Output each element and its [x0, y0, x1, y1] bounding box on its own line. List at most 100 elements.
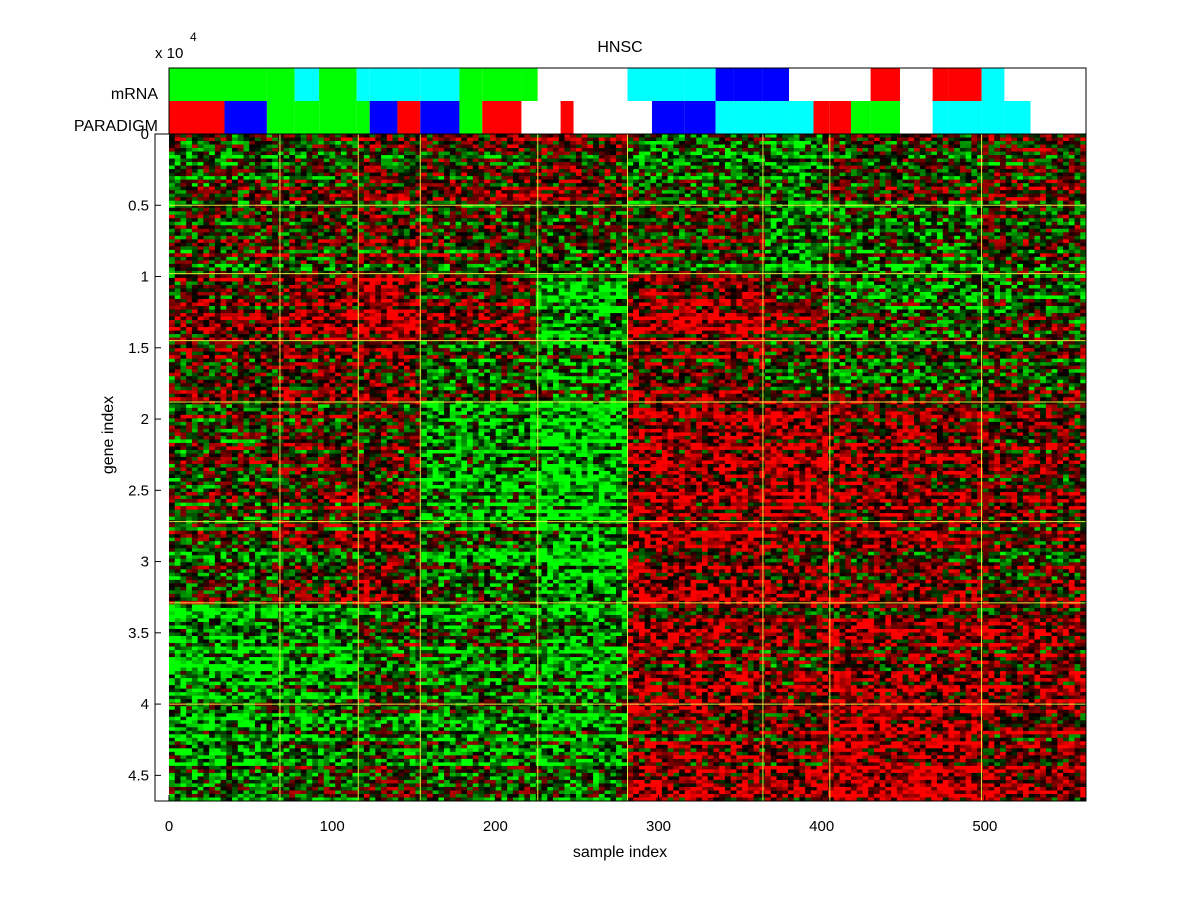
- heatmap-cell: [1022, 134, 1029, 138]
- heatmap-cell: [232, 183, 239, 187]
- heatmap-cell: [535, 151, 542, 156]
- heatmap-cell: [295, 172, 302, 177]
- heatmap-cell: [449, 144, 456, 149]
- heatmap-cell: [661, 214, 668, 219]
- heatmap-cell: [994, 186, 1001, 191]
- heatmap-cell: [541, 214, 548, 219]
- heatmap-cell: [1080, 155, 1087, 159]
- heatmap-cell: [948, 218, 955, 223]
- heatmap-cell: [323, 239, 330, 244]
- heatmap-cell: [272, 144, 279, 149]
- heatmap-cell: [197, 169, 204, 173]
- heatmap-cell: [541, 200, 548, 205]
- heatmap-cell: [283, 225, 290, 230]
- heatmap-cell: [552, 221, 560, 226]
- heatmap-cell: [398, 225, 405, 230]
- heatmap-cell: [633, 186, 640, 191]
- heatmap-cell: [398, 200, 405, 205]
- heatmap-cell: [633, 172, 640, 177]
- heatmap-cell: [942, 186, 949, 191]
- heatmap-cell: [925, 186, 932, 191]
- heatmap-cell: [828, 235, 835, 240]
- heatmap-cell: [1005, 225, 1012, 230]
- heatmap-cell: [805, 162, 812, 166]
- heatmap-cell: [415, 239, 422, 244]
- heatmap-cell: [507, 225, 514, 230]
- heatmap-cell: [925, 200, 932, 205]
- heatmap-cell: [461, 179, 468, 184]
- heatmap-cell: [856, 158, 863, 163]
- heatmap-cell: [828, 232, 835, 237]
- heatmap-cell: [747, 197, 754, 201]
- heatmap-cell: [243, 141, 250, 145]
- heatmap-cell: [1040, 176, 1047, 180]
- heatmap-cell: [232, 137, 239, 142]
- heatmap-cell: [363, 239, 370, 244]
- heatmap-cell: [753, 200, 760, 205]
- heatmap-cell: [209, 221, 216, 226]
- heatmap-cell: [501, 232, 508, 237]
- heatmap-cell: [891, 197, 898, 201]
- heatmap-cell: [810, 151, 817, 156]
- heatmap-cell: [1057, 158, 1064, 163]
- heatmap-cell: [988, 137, 995, 142]
- heatmap-cell: [340, 141, 347, 145]
- heatmap-cell: [209, 134, 216, 138]
- heatmap-cell: [988, 169, 995, 173]
- heatmap-cell: [530, 144, 537, 149]
- heatmap-cell: [770, 141, 777, 145]
- heatmap-cell: [759, 137, 766, 142]
- heatmap-cell: [369, 221, 376, 226]
- heatmap-cell: [300, 228, 307, 233]
- heatmap-cell: [610, 221, 617, 226]
- heatmap-cell: [799, 197, 806, 201]
- heatmap-cell: [650, 235, 657, 240]
- heatmap-cell: [627, 239, 634, 244]
- heatmap-cell: [742, 176, 749, 180]
- heatmap-cell: [633, 151, 640, 156]
- heatmap-cell: [965, 172, 972, 177]
- heatmap-cell: [272, 214, 279, 219]
- heatmap-cell: [1034, 214, 1041, 219]
- heatmap-cell: [1045, 148, 1052, 152]
- heatmap-cell: [644, 183, 651, 187]
- heatmap-cell: [495, 190, 502, 194]
- heatmap-cell: [575, 239, 582, 244]
- heatmap-cell: [782, 232, 789, 237]
- heatmap-cell: [358, 176, 365, 180]
- heatmap-cell: [289, 165, 296, 170]
- heatmap-cell: [312, 162, 319, 166]
- heatmap-cell: [369, 186, 376, 191]
- heatmap-cell: [575, 186, 582, 191]
- heatmap-cell: [547, 235, 554, 240]
- heatmap-cell: [444, 186, 451, 191]
- heatmap-cell: [1057, 186, 1064, 191]
- heatmap-cell: [707, 172, 714, 177]
- heatmap-cell: [260, 169, 267, 173]
- heatmap-cell: [558, 172, 565, 177]
- heatmap-cell: [931, 141, 938, 145]
- heatmap-cell: [237, 225, 244, 230]
- heatmap-cell: [237, 169, 244, 173]
- heatmap-cell: [719, 207, 726, 212]
- heatmap-cell: [1063, 176, 1070, 180]
- heatmap-cell: [220, 221, 227, 226]
- heatmap-cell: [512, 190, 519, 194]
- heatmap-cell: [306, 204, 313, 209]
- heatmap-cell: [432, 214, 439, 219]
- heatmap-cell: [449, 158, 456, 163]
- heatmap-cell: [822, 197, 829, 201]
- heatmap-cell: [770, 228, 777, 233]
- heatmap-cell: [283, 148, 290, 152]
- heatmap-cell: [300, 155, 307, 159]
- heatmap-cell: [908, 183, 915, 187]
- heatmap-cell: [518, 172, 525, 177]
- heatmap-cell: [936, 218, 944, 223]
- heatmap-cell: [1017, 137, 1024, 142]
- heatmap-cell: [507, 221, 514, 226]
- heatmap-cell: [191, 186, 198, 191]
- heatmap-cell: [438, 172, 445, 177]
- heatmap-cell: [260, 239, 267, 244]
- heatmap-cell: [547, 165, 554, 170]
- heatmap-cell: [736, 144, 743, 149]
